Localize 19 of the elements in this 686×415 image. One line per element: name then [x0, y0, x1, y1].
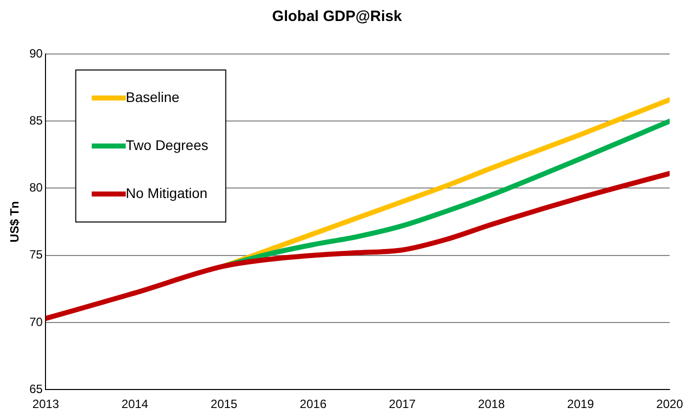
x-tick-label: 2016 — [300, 397, 327, 412]
y-tick-label: 75 — [29, 248, 44, 262]
y-axis-title: US$ Tn — [8, 201, 22, 242]
y-tick-label: 70 — [29, 314, 44, 329]
y-tick-label: 80 — [29, 180, 44, 195]
x-tick-label: 2019 — [567, 397, 594, 412]
x-tick-label: 2015 — [210, 397, 238, 412]
chart-title: Global GDP@Risk — [272, 8, 402, 26]
y-tick-label: 90 — [29, 46, 44, 60]
x-tick-label: 2014 — [122, 397, 149, 412]
legend-label: Baseline — [126, 88, 180, 105]
y-tick-label: 65 — [29, 382, 44, 396]
x-tick-label: 2020 — [656, 397, 684, 412]
x-tick-label: 2017 — [388, 397, 416, 412]
legend-label: No Mitigation — [126, 184, 208, 201]
legend-label: Two Degrees — [126, 136, 208, 153]
y-tick-label: 85 — [29, 113, 44, 128]
x-tick-label: 2013 — [32, 397, 60, 412]
x-tick-label: 2018 — [478, 397, 506, 412]
